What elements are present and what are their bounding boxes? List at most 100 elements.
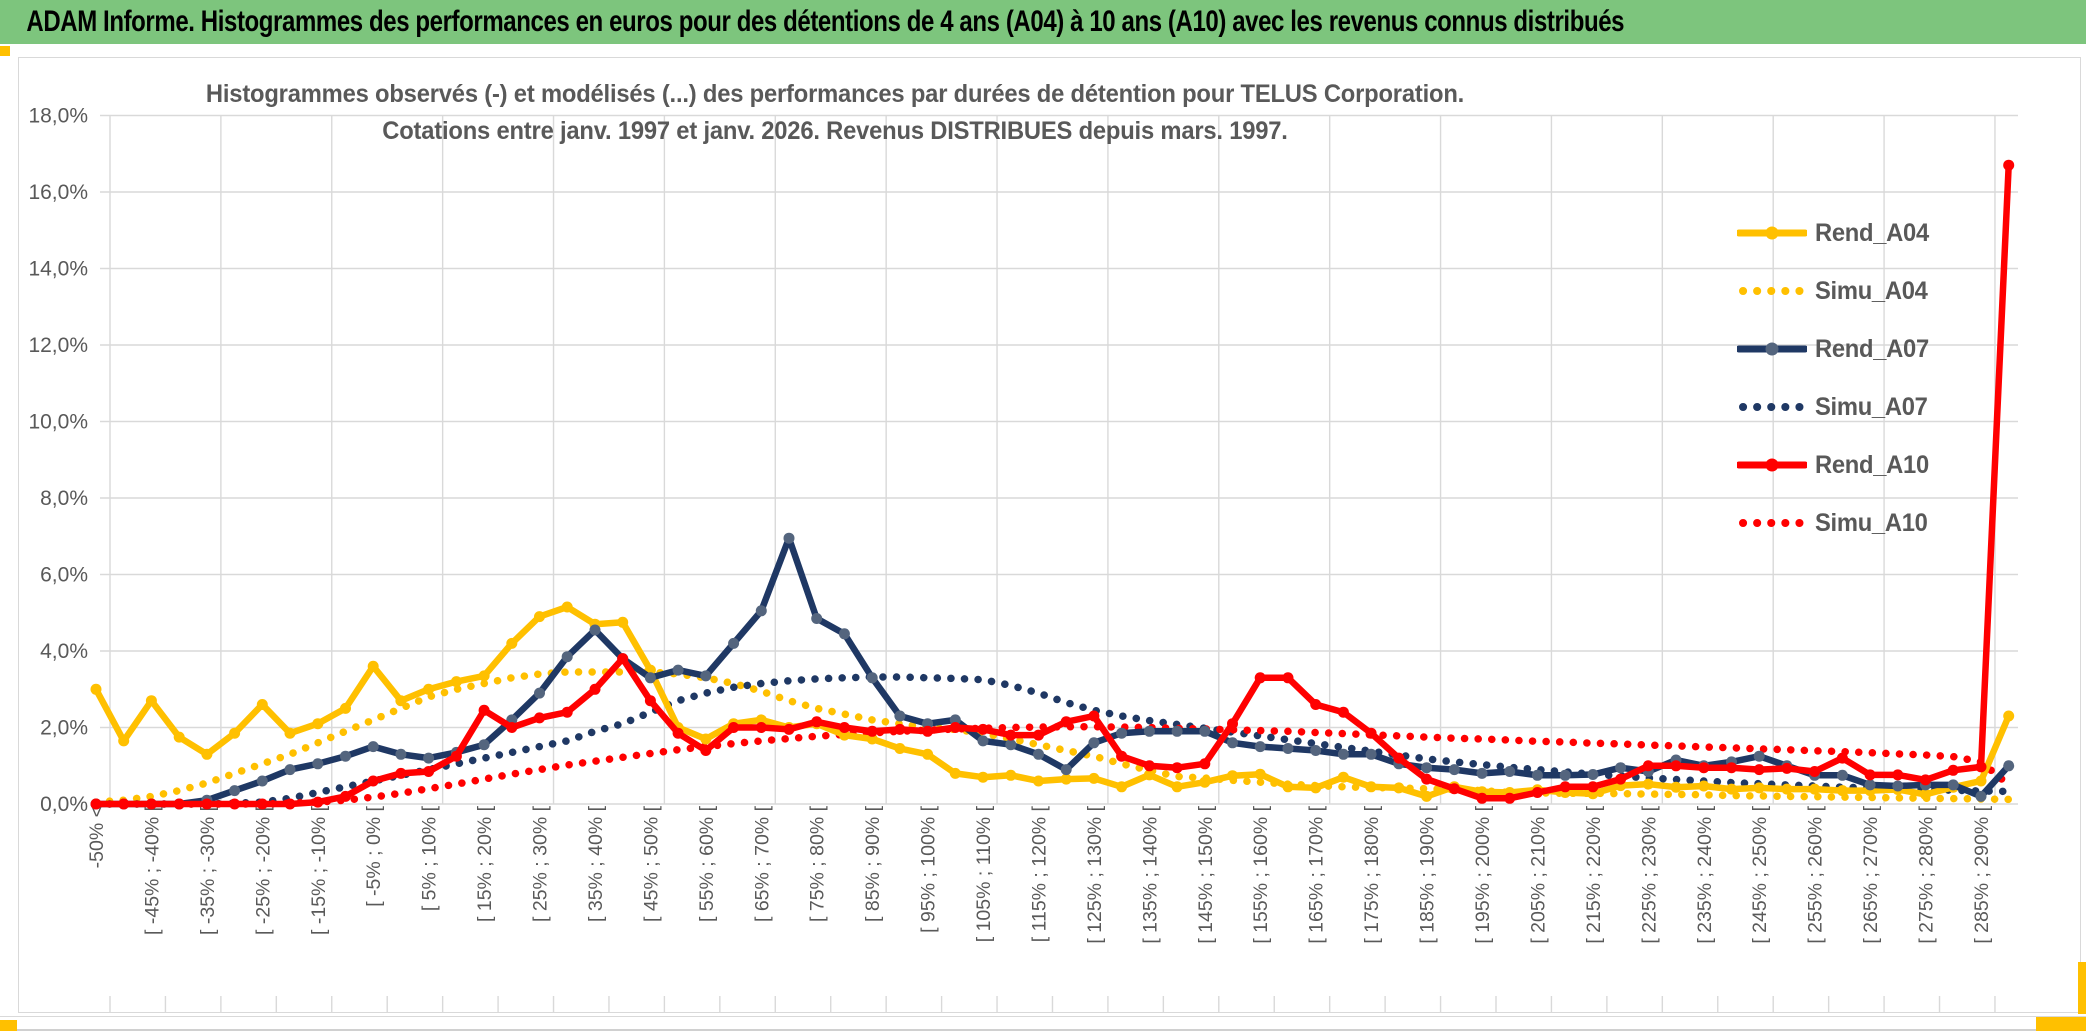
data-point-marker — [312, 718, 324, 730]
data-point-marker — [423, 683, 435, 695]
data-point-marker — [977, 771, 989, 783]
data-point-marker — [1337, 748, 1349, 760]
x-tick-label: [ 225% ; 230% [ — [1638, 805, 1660, 943]
data-point-marker — [755, 714, 767, 726]
x-tick-label: [ -35% ; -30% [ — [197, 805, 219, 935]
data-point-marker — [478, 704, 490, 716]
x-tick-label: [ -25% ; -20% [ — [252, 805, 274, 935]
data-point-marker — [1365, 748, 1377, 760]
data-point-marker — [1199, 776, 1211, 788]
data-point-marker — [1171, 762, 1183, 774]
data-point-marker — [783, 723, 795, 735]
data-point-marker — [1864, 769, 1876, 781]
x-tick-label: [ 35% ; 40% [ — [585, 805, 607, 922]
data-point-marker — [894, 710, 906, 722]
data-point-marker — [1060, 716, 1072, 728]
chart-title-line1: Histogrammes observés (-) et modélisés (… — [205, 80, 1465, 108]
data-point-marker — [201, 798, 213, 810]
data-point-marker — [1947, 779, 1959, 791]
chart-area[interactable] — [18, 57, 2081, 1013]
data-point-marker — [589, 624, 601, 636]
data-point-marker — [229, 798, 241, 810]
data-point-marker — [478, 670, 490, 682]
data-point-marker — [256, 775, 268, 787]
data-point-marker — [1310, 699, 1322, 710]
x-tick-label: [ 125% ; 130% [ — [1084, 805, 1106, 943]
data-point-marker — [1337, 706, 1349, 718]
data-point-marker — [1559, 769, 1571, 781]
data-point-marker — [506, 722, 518, 733]
legend-solid-line-icon — [1737, 458, 1807, 472]
data-point-marker — [700, 745, 712, 756]
data-point-marker — [395, 748, 407, 760]
data-point-marker — [340, 702, 351, 714]
selection-accent-right-bar — [2078, 962, 2086, 1014]
data-point-marker — [2003, 760, 2015, 772]
legend-item-simu-a04[interactable]: Simu_A04 — [1737, 262, 1935, 320]
legend-label: Rend_A04 — [1815, 218, 1929, 247]
sheet-title-bar[interactable]: ADAM Informe. Histogrammes des performan… — [0, 0, 2086, 44]
data-point-marker — [1365, 727, 1377, 739]
data-point-marker — [1254, 768, 1266, 780]
data-point-marker — [1005, 739, 1017, 751]
data-point-marker — [340, 750, 351, 762]
data-point-marker — [672, 727, 684, 739]
data-point-marker — [1975, 790, 1987, 802]
data-point-marker — [977, 723, 989, 735]
legend-item-simu-a10[interactable]: Simu_A10 — [1737, 494, 1935, 552]
x-tick-label: [ -15% ; -10% [ — [308, 805, 330, 935]
legend-item-rend-a10[interactable]: Rend_A10 — [1737, 436, 1935, 494]
data-point-marker — [1254, 741, 1266, 753]
data-point-marker — [1781, 783, 1793, 795]
chart-title-line2: Cotations entre janv. 1997 et janv. 2026… — [382, 117, 1288, 145]
series-rend-a04[interactable] — [90, 601, 2015, 802]
legend-label: Simu_A07 — [1815, 392, 1928, 421]
x-tick-label: [ 75% ; 80% [ — [807, 805, 829, 922]
data-point-marker — [118, 735, 130, 747]
x-tick-label: [ 85% ; 90% [ — [862, 805, 884, 922]
series-rend-a10[interactable] — [90, 159, 2015, 810]
legend-item-rend-a07[interactable]: Rend_A07 — [1737, 320, 1935, 378]
data-point-marker — [367, 775, 379, 787]
x-tick-label: [ 15% ; 20% [ — [474, 805, 496, 922]
x-tick-label: [ 105% ; 110% [ — [973, 805, 995, 942]
data-point-marker — [922, 725, 934, 737]
x-tick-label: [ 25% ; 30% [ — [530, 805, 552, 922]
y-tick-label: 12,0% — [28, 334, 88, 357]
data-point-marker — [1060, 764, 1072, 776]
legend[interactable]: Rend_A04 Simu_A04 Rend_A07 Simu_A07 Rend_A10… — [1737, 204, 1935, 552]
y-axis[interactable]: 0,0% 2,0% 4,0% 6,0% 8,0% 10,0% 12,0% 14,0% 16,0%… — [28, 105, 88, 817]
data-point-marker — [1005, 729, 1017, 741]
y-tick-label: 10,0% — [28, 411, 88, 434]
legend-label: Simu_A10 — [1815, 508, 1928, 537]
legend-item-rend-a04[interactable]: Rend_A04 — [1737, 204, 1935, 262]
data-point-marker — [2003, 159, 2015, 171]
data-point-marker — [284, 764, 296, 776]
x-tick-label: [ 255% ; 260% [ — [1805, 805, 1827, 943]
data-point-marker — [700, 733, 712, 745]
data-point-marker — [1060, 773, 1072, 785]
data-point-marker — [534, 687, 545, 699]
series-simu-a07[interactable] — [92, 673, 2013, 808]
data-point-marker — [1892, 780, 1904, 792]
data-point-marker — [1615, 762, 1627, 774]
data-point-marker — [838, 628, 850, 640]
chart-title[interactable]: Histogrammes observés (-) et modélisés (… — [175, 76, 1496, 150]
data-point-marker — [561, 601, 573, 613]
x-axis[interactable]: -50% < [ -45% ; -40% [[ -35% ; -30% [[ -2… — [86, 805, 1993, 943]
legend-item-simu-a07[interactable]: Simu_A07 — [1737, 378, 1935, 436]
x-tick-label: [ 115% ; 120% [ — [1028, 805, 1050, 942]
data-point-marker — [1642, 760, 1654, 772]
data-point-marker — [1143, 769, 1155, 781]
data-point-marker — [1310, 782, 1322, 794]
data-point-marker — [1836, 785, 1848, 797]
data-point-marker — [1005, 769, 1017, 781]
data-point-marker — [838, 729, 850, 741]
data-point-marker — [201, 748, 213, 760]
legend-label: Simu_A04 — [1815, 276, 1928, 305]
data-point-marker — [1033, 748, 1044, 760]
x-tick-label: [ 95% ; 100% [ — [918, 805, 940, 932]
data-point-marker — [1421, 790, 1433, 802]
